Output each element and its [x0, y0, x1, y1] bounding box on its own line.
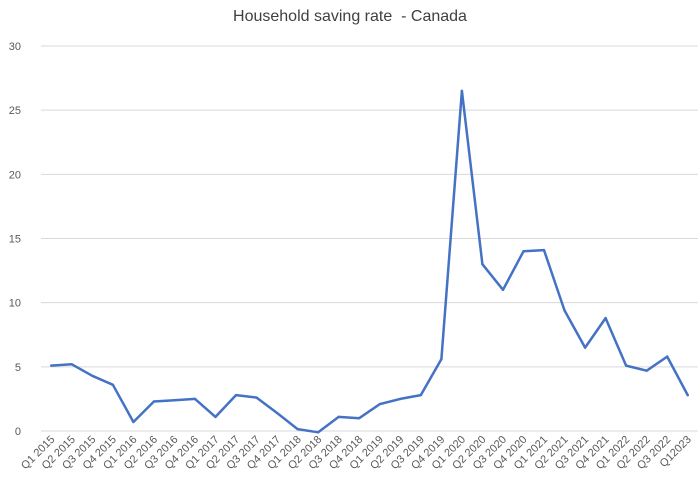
data-point [542, 248, 546, 252]
data-point [645, 369, 648, 372]
data-point [686, 393, 689, 397]
data-point [50, 364, 53, 367]
y-tick-label: 15 [9, 234, 21, 246]
y-tick-label: 25 [9, 105, 21, 117]
data-point [358, 416, 361, 420]
data-point [419, 393, 423, 397]
data-point [501, 288, 505, 292]
data-point [152, 400, 156, 403]
data-point [563, 309, 566, 312]
data-point [132, 420, 135, 424]
data-point [460, 89, 464, 93]
y-tick-label: 0 [15, 426, 21, 438]
y-tick-label: 5 [15, 362, 21, 374]
data-point [337, 415, 340, 419]
data-point [111, 383, 115, 386]
data-point [583, 346, 587, 349]
data-point [624, 364, 628, 367]
data-point [70, 363, 73, 366]
data-point [440, 357, 443, 361]
data-point [399, 397, 402, 401]
data-point [173, 399, 176, 402]
data-point [214, 415, 217, 419]
data-point [604, 316, 607, 320]
data-point [378, 402, 381, 406]
data-point [296, 427, 299, 431]
y-tick-label: 10 [9, 298, 21, 310]
data-point [193, 397, 197, 401]
chart-title: Household saving rate - Canada [233, 8, 467, 25]
data-point [481, 262, 484, 266]
data-point [522, 250, 525, 253]
data-point [91, 374, 94, 378]
y-tick-label: 20 [9, 169, 21, 181]
data-point [234, 393, 238, 397]
data-point [275, 411, 279, 415]
data-point [255, 396, 258, 399]
data-point [666, 355, 669, 358]
data-point [316, 431, 320, 434]
series-line [50, 89, 689, 434]
y-tick-label: 30 [9, 41, 21, 53]
